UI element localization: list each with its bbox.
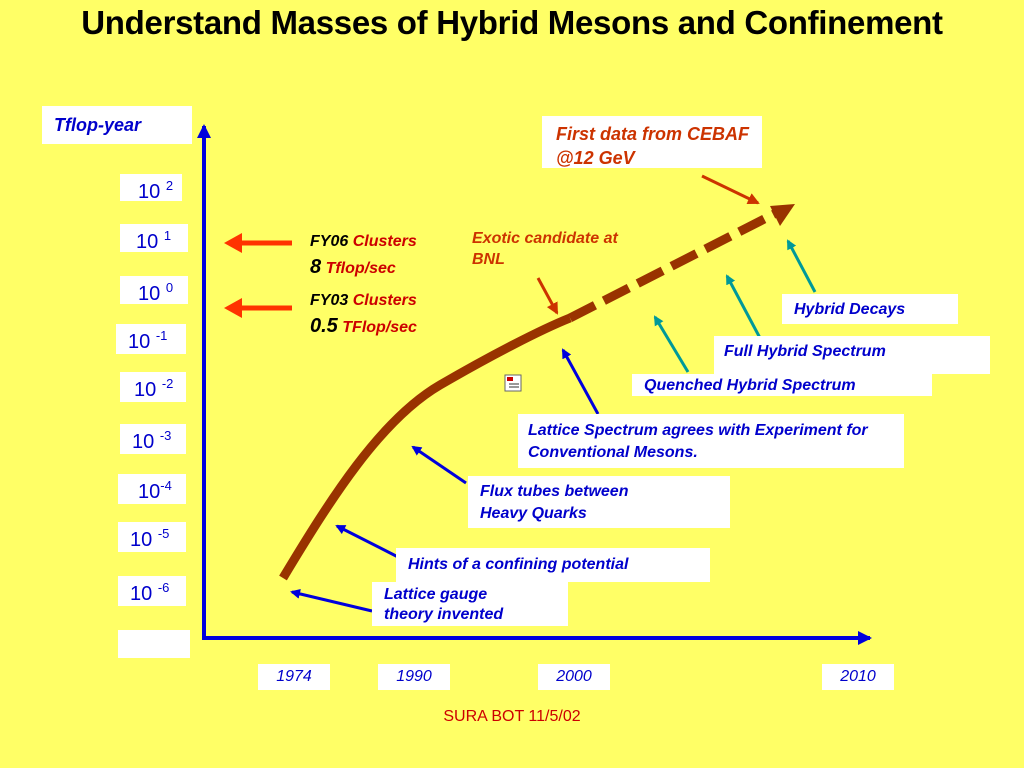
hybrid-decays-label: Hybrid Decays <box>782 294 958 324</box>
y-tick-blank <box>118 630 190 658</box>
y-axis-title-box: Tflop-year <box>42 106 192 144</box>
x-tick-label: 1990 <box>378 664 450 690</box>
curve-arrowhead <box>770 204 795 226</box>
y-tick-label: 10 -6 <box>118 576 186 606</box>
hybrid-decays-arrow <box>786 239 817 293</box>
y-tick-label: 10 0 <box>120 276 188 304</box>
lattice-spectrum-arrow <box>561 348 600 415</box>
full-hybrid-label: Full Hybrid Spectrum <box>714 336 990 374</box>
full-hybrid-arrow <box>725 274 762 339</box>
fy03-label: FY03 Clusters 0.5 TFlop/sec <box>310 292 417 338</box>
fy06-arrow <box>224 233 292 253</box>
lattice-gauge-label: Lattice gauge theory invented <box>372 582 568 626</box>
y-tick-label: 10 2 <box>120 174 182 202</box>
lattice-spectrum-label: Lattice Spectrum agrees with Experiment … <box>518 414 904 468</box>
lattice-gauge-arrow <box>290 588 373 613</box>
first-data-label: First data from CEBAF @12 GeV <box>556 124 750 168</box>
y-tick-label: 10 -3 <box>120 424 186 454</box>
y-axis-title: Tflop-year <box>54 115 142 135</box>
y-tick-label: 10-4 <box>118 474 186 504</box>
y-tick-label: 10 1 <box>120 224 188 252</box>
fy03-arrow <box>224 298 292 318</box>
y-tick-label: 10 -2 <box>120 372 186 402</box>
quenched-hybrid-arrow <box>653 315 690 373</box>
exotic-arrow <box>536 277 559 315</box>
embedded-object-icon <box>504 374 522 392</box>
first-data-box: First data from CEBAF @12 GeV <box>542 116 762 168</box>
hints-label: Hints of a confining potential <box>396 548 710 582</box>
x-tick-label: 1974 <box>258 664 330 690</box>
flux-tubes-arrow <box>411 445 467 485</box>
slide-title: Understand Masses of Hybrid Mesons and C… <box>81 4 943 41</box>
flux-tubes-label: Flux tubes between Heavy Quarks <box>468 476 730 528</box>
exotic-label: Exotic candidate at BNL <box>472 230 618 268</box>
y-tick-label: 10 -5 <box>118 522 186 552</box>
quenched-hybrid-label: Quenched Hybrid Spectrum <box>632 374 932 396</box>
y-tick-label: 10 -1 <box>116 324 186 354</box>
footer-text: SURA BOT 11/5/02 <box>443 708 581 725</box>
projected-curve <box>567 207 781 323</box>
first-data-arrow <box>701 174 760 205</box>
progress-curve <box>279 313 572 581</box>
hints-arrow <box>335 524 399 559</box>
fy06-label: FY06 Clusters 8 Tflop/sec <box>310 233 417 279</box>
x-tick-label: 2000 <box>538 664 610 690</box>
x-tick-label: 2010 <box>822 664 894 690</box>
